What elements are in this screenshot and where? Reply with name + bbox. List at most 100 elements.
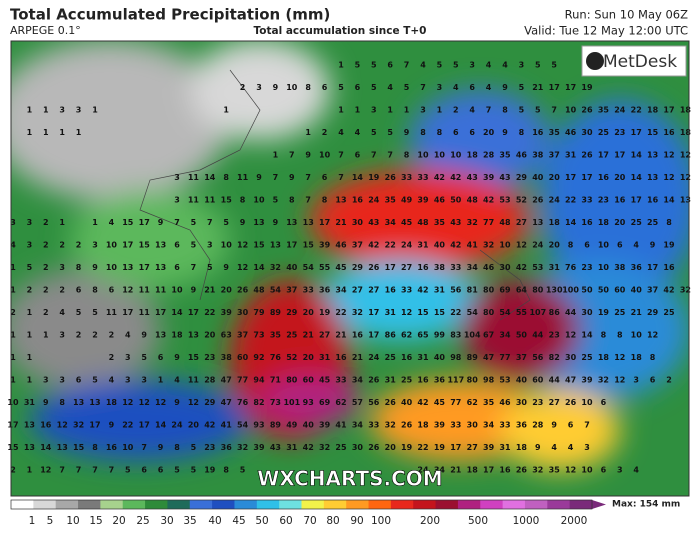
grid-value: 52 [286,353,297,362]
grid-value: 5 [240,466,246,475]
grid-value: 8 [404,151,410,160]
grid-value: 93 [253,421,264,430]
grid-value: 45 [319,376,331,385]
grid-value: 5 [371,83,377,92]
grid-value: 7 [174,218,180,227]
grid-value: 5 [92,376,98,385]
grid-value: 10 [7,398,19,407]
grid-value: 4 [453,83,459,92]
grid-value: 16 [663,263,675,272]
grid-value: 14 [352,173,364,182]
grid-value: 1 [27,376,33,385]
grid-value: 12 [565,331,576,340]
grid-value: 39 [483,443,495,452]
grid-value: 42 [663,286,674,295]
grid-value: 16 [499,466,511,475]
grid-value: 9 [502,128,508,137]
grid-value: 8 [305,83,311,92]
grid-value: 7 [92,466,98,475]
grid-value: 18 [680,128,692,137]
colorbar-label: 80 [326,515,339,527]
grid-value: 12 [647,331,658,340]
grid-value: 7 [207,218,213,227]
grid-value: 8 [92,286,98,295]
grid-value: 6 [617,241,623,250]
grid-value: 50 [581,286,593,295]
grid-value: 22 [450,308,461,317]
grid-value: 5 [371,61,377,70]
colorbar-label: 20 [112,515,125,527]
grid-value: 83 [450,331,461,340]
grid-value: 25 [286,331,298,340]
grid-value: 20 [385,443,397,452]
colorbar-label: 60 [279,515,292,527]
grid-value: 14 [565,218,577,227]
grid-value: 19 [401,443,413,452]
grid-value: 13 [155,263,166,272]
grid-value: 2 [10,466,16,475]
grid-value: 3 [59,376,65,385]
grid-value: 40 [303,421,315,430]
grid-value: 3 [59,263,65,272]
grid-value: 21 [335,331,347,340]
grid-value: 5 [191,218,197,227]
grid-value: 3 [141,376,147,385]
grid-value: 35 [434,218,446,227]
grid-value: 6 [158,466,164,475]
grid-value: 39 [221,308,233,317]
grid-value: 22 [122,421,133,430]
grid-value: 5 [191,241,197,250]
grid-value: 17 [631,128,642,137]
grid-value: 19 [663,241,675,250]
grid-value: 44 [565,308,577,317]
grid-value: 12 [122,398,133,407]
grid-value: 42 [450,241,461,250]
grid-value: 2 [43,218,49,227]
grid-value: 18 [417,421,429,430]
grid-value: 9 [502,83,508,92]
grid-value: 3 [10,218,16,227]
grid-value: 14 [253,263,265,272]
grid-value: 36 [516,421,528,430]
grid-value: 14 [581,331,593,340]
grid-value: 7 [338,173,344,182]
grid-value: 17 [368,308,379,317]
grid-value: 11 [188,173,200,182]
colorbar-label: 35 [183,515,196,527]
grid-value: 26 [237,286,249,295]
grid-value: 93 [303,398,314,407]
grid-value: 13 [57,443,68,452]
grid-value: 8 [568,241,574,250]
grid-value: 6 [453,128,459,137]
grid-value: 7 [76,466,82,475]
grid-value: 40 [434,353,446,362]
grid-value: 50 [598,286,610,295]
grid-value: 9 [223,263,229,272]
grid-value: 17 [122,241,133,250]
grid-value: 8 [617,331,623,340]
colorbar-segment [279,500,302,509]
grid-value: 2 [10,308,16,317]
grid-value: 16 [647,196,659,205]
grid-value: 7 [273,173,279,182]
grid-value: 15 [221,196,233,205]
grid-value: 15 [122,218,134,227]
grid-value: 20 [614,173,626,182]
grid-value: 42 [450,173,461,182]
grid-value: 14 [631,151,643,160]
grid-value: 46 [335,241,347,250]
grid-value: 69 [499,286,511,295]
grid-value: 12 [188,398,199,407]
grid-value: 22 [631,106,642,115]
grid-value: 8 [59,398,65,407]
grid-value: 5 [141,353,147,362]
grid-value: 5 [191,466,197,475]
grid-value: 23 [532,398,543,407]
grid-value: 17 [368,331,379,340]
grid-value: 89 [270,308,282,317]
grid-value: 4 [387,83,393,92]
grid-value: 32 [598,376,609,385]
grid-value: 4 [568,443,574,452]
grid-value: 76 [237,398,249,407]
grid-value: 5 [174,466,180,475]
